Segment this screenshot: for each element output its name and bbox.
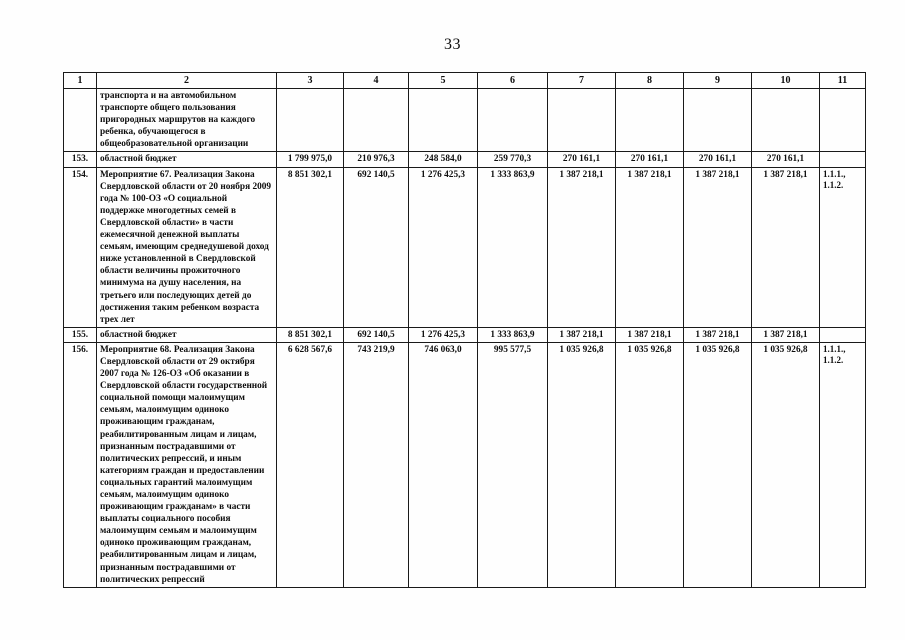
column-number-5: 5: [408, 72, 478, 89]
table-row: 155. областной бюджет 8 851 302,1 692 14…: [63, 326, 866, 343]
row-value-col7: [547, 87, 616, 153]
column-number-10: 10: [751, 72, 820, 89]
table-row: 154. Мероприятие 67. Реализация Закона С…: [63, 166, 866, 328]
row-value-col6: 995 577,5: [477, 341, 548, 588]
table-row: 153. областной бюджет 1 799 975,0 210 97…: [63, 151, 866, 168]
column-number-2: 2: [96, 72, 277, 89]
row-value-col6: 1 333 863,9: [477, 166, 548, 328]
column-number-3: 3: [276, 72, 344, 89]
row-value-col9: 1 387 218,1: [683, 166, 752, 328]
row-name: Мероприятие 68. Реализация Закона Свердл…: [96, 341, 277, 588]
row-index: 153.: [63, 151, 97, 168]
row-value-col5: [408, 87, 478, 153]
row-index: 155.: [63, 326, 97, 343]
row-value-col8: 1 035 926,8: [615, 341, 684, 588]
row-value-col3: 8 851 302,1: [276, 326, 344, 343]
row-value-col8: 270 161,1: [615, 151, 684, 168]
column-number-11: 11: [819, 72, 866, 89]
row-value-col7: 1 035 926,8: [547, 341, 616, 588]
row-target-codes: 1.1.1., 1.1.2.: [819, 166, 866, 328]
row-value-col4: 692 140,5: [343, 166, 409, 328]
row-value-col9: 1 387 218,1: [683, 326, 752, 343]
row-value-col5: 1 276 425,3: [408, 326, 478, 343]
row-value-col4: 210 976,3: [343, 151, 409, 168]
row-value-col5: 1 276 425,3: [408, 166, 478, 328]
row-value-col9: 1 035 926,8: [683, 341, 752, 588]
row-value-col8: [615, 87, 684, 153]
row-name: областной бюджет: [96, 326, 277, 343]
row-value-col4: 692 140,5: [343, 326, 409, 343]
column-number-4: 4: [343, 72, 409, 89]
row-target-codes: 1.1.1., 1.1.2.: [819, 341, 866, 588]
row-value-col10: 1 035 926,8: [751, 341, 820, 588]
column-number-row: 1 2 3 4 5 6 7 8 9 10 11: [63, 72, 866, 89]
row-value-col7: 1 387 218,1: [547, 326, 616, 343]
column-number-1: 1: [63, 72, 97, 89]
column-number-8: 8: [615, 72, 684, 89]
row-value-col3: 1 799 975,0: [276, 151, 344, 168]
row-value-col3: 8 851 302,1: [276, 166, 344, 328]
budget-table-container: 1 2 3 4 5 6 7 8 9 10 11 транспорта и на …: [63, 72, 866, 588]
row-value-col6: 259 770,3: [477, 151, 548, 168]
row-value-col4: 743 219,9: [343, 341, 409, 588]
row-target-codes: [819, 326, 866, 343]
row-value-col8: 1 387 218,1: [615, 326, 684, 343]
row-value-col10: 270 161,1: [751, 151, 820, 168]
table-row: 156. Мероприятие 68. Реализация Закона С…: [63, 341, 866, 588]
column-number-9: 9: [683, 72, 752, 89]
budget-table: 1 2 3 4 5 6 7 8 9 10 11 транспорта и на …: [63, 72, 866, 588]
row-value-col4: [343, 87, 409, 153]
row-value-col3: [276, 87, 344, 153]
row-name: транспорта и на автомобильном транспорте…: [96, 87, 277, 153]
row-value-col6: 1 333 863,9: [477, 326, 548, 343]
page-number: 33: [444, 36, 461, 53]
table-row: транспорта и на автомобильном транспорте…: [63, 87, 866, 153]
row-value-col3: 6 628 567,6: [276, 341, 344, 588]
row-target-codes: [819, 87, 866, 153]
row-value-col9: 270 161,1: [683, 151, 752, 168]
row-index: 154.: [63, 166, 97, 328]
row-value-col9: [683, 87, 752, 153]
row-value-col5: 746 063,0: [408, 341, 478, 588]
row-target-codes: [819, 151, 866, 168]
row-value-col7: 270 161,1: [547, 151, 616, 168]
column-number-6: 6: [477, 72, 548, 89]
column-number-7: 7: [547, 72, 616, 89]
row-value-col7: 1 387 218,1: [547, 166, 616, 328]
row-value-col10: 1 387 218,1: [751, 166, 820, 328]
row-name: областной бюджет: [96, 151, 277, 168]
row-value-col6: [477, 87, 548, 153]
row-value-col10: 1 387 218,1: [751, 326, 820, 343]
row-name: Мероприятие 67. Реализация Закона Свердл…: [96, 166, 277, 328]
row-value-col5: 248 584,0: [408, 151, 478, 168]
row-value-col10: [751, 87, 820, 153]
row-index: 156.: [63, 341, 97, 588]
row-value-col8: 1 387 218,1: [615, 166, 684, 328]
row-index: [63, 87, 97, 153]
